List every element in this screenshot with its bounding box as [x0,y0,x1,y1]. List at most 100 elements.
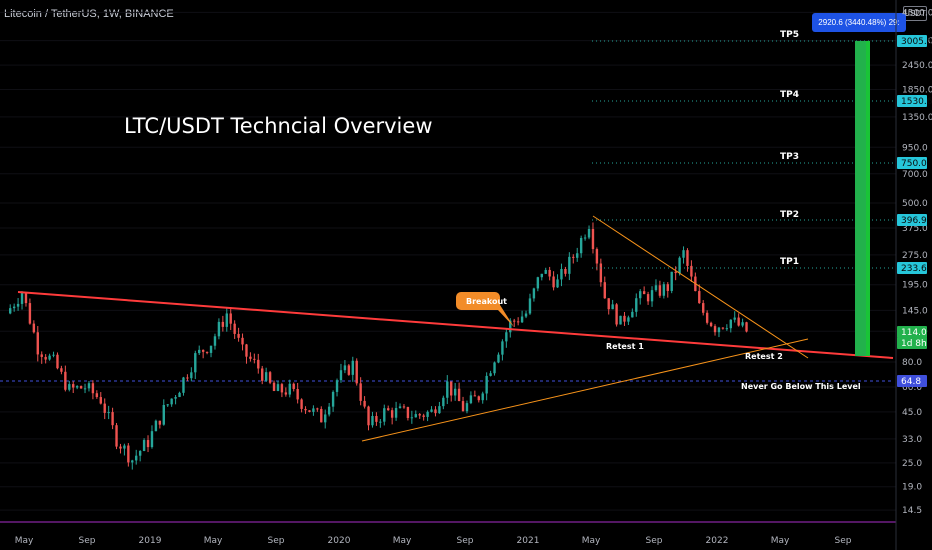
candle [99,392,102,405]
tp2-label: TP2 [780,210,799,220]
candle [387,405,390,411]
breakout-callout[interactable]: Breakout [456,292,514,327]
candle [209,345,213,358]
candle [95,390,99,399]
time-tick-label: Sep [835,536,852,546]
price-tag: 750.0 [897,157,927,169]
time-tick-label: May [771,536,790,546]
candle [564,266,567,277]
candle [674,266,677,281]
candle [253,353,256,364]
candle [619,315,622,325]
price-tag-label: 1d 8h [901,339,927,349]
candle [552,271,555,291]
candle [367,405,370,431]
descending-resistance-line[interactable] [592,215,809,359]
candle [729,319,732,333]
time-tick-label: Sep [646,536,663,546]
candle [288,379,291,398]
candle [111,407,114,430]
candle [135,449,138,465]
candle [123,443,126,456]
main-trendline[interactable] [17,291,894,359]
projection-bar-edge [866,41,870,356]
price-tick-label: 145.0 [902,306,928,316]
tp4-label: TP4 [780,90,799,100]
candle [520,310,524,324]
candle [339,363,343,383]
candle [9,304,12,315]
breakout-label: Breakout [466,297,507,306]
candle [91,380,95,400]
candle [83,383,87,394]
candle [489,370,492,377]
candle [221,315,225,332]
candle [477,395,480,403]
price-tick-label: 80.0 [902,358,922,368]
candle [702,300,705,316]
candle [276,380,280,392]
ascending-support-line[interactable] [361,338,809,442]
price-tick-label: 60.0 [902,383,922,393]
candle [225,307,228,332]
candle [174,395,177,405]
candle [178,391,181,398]
price-tag: 114.0 [897,326,927,338]
candle [296,383,299,404]
candle [438,401,441,414]
candle [241,333,244,351]
candle [375,412,378,426]
candle [44,354,47,364]
candle [737,313,740,327]
candle [182,376,185,396]
candle [544,267,547,275]
candle [721,327,725,330]
candle [603,276,606,299]
candle [453,383,457,401]
price-tick-label: 500.0 [902,199,928,209]
candle [394,401,398,421]
candle [280,382,284,398]
candle [414,410,417,418]
candle [107,405,110,420]
candle [642,286,646,295]
candle [245,343,248,364]
time-tick-label: May [15,536,34,546]
candle [233,320,236,339]
candle [572,254,575,264]
candle [166,403,169,407]
candle [469,391,473,405]
candle [217,318,221,340]
candle [579,235,583,258]
candle [635,293,638,317]
chart-title: LTC/USDT Techncial Overview [124,114,433,138]
candle [576,247,579,262]
price-tick-label: 950.0 [902,143,928,153]
candle [615,303,618,327]
candle [540,273,543,281]
price-tick-label: 25.0 [902,459,922,469]
time-tick-label: 2019 [139,536,162,546]
time-tick-label: 2020 [328,536,351,546]
price-tag-label: 114.0 [901,328,927,338]
tp1-label: TP1 [780,257,799,267]
candle [709,321,713,328]
candle [461,396,465,412]
candle [24,292,28,307]
candle [56,352,59,370]
candle [331,390,335,412]
candle [426,410,429,422]
candle [359,377,362,406]
candle [446,375,449,405]
price-tag-label: 750.0 [901,159,927,169]
price-tick-label: 700.0 [902,170,928,180]
candle [556,274,559,288]
candle [154,419,158,432]
candle [261,365,264,385]
candle [418,413,421,419]
candle [198,345,201,355]
candle [371,411,374,428]
candle [205,351,209,355]
candle [264,367,268,382]
